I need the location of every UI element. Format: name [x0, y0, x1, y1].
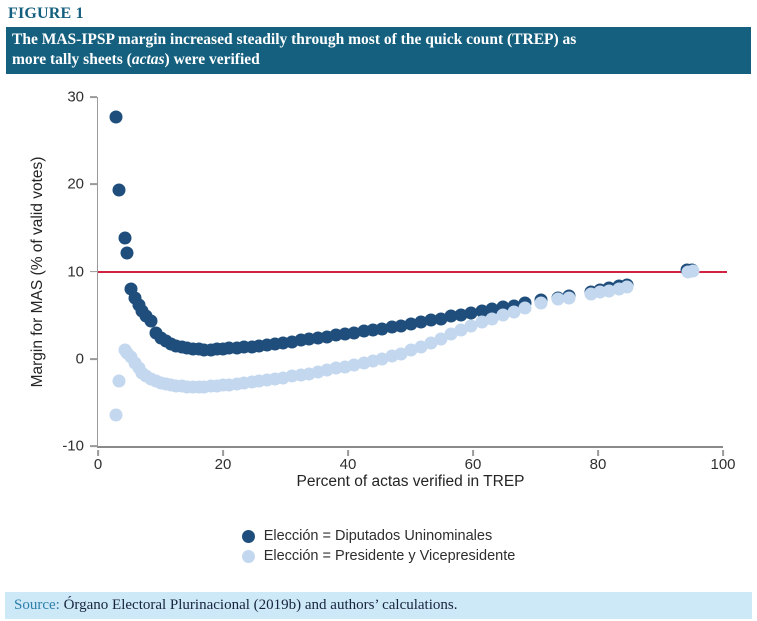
- data-point-diputados: [475, 304, 489, 318]
- y-axis-tick-label: 20: [67, 175, 84, 193]
- legend-item-presidente: Elección = Presidente y Vicepresidente: [241, 548, 516, 564]
- x-axis-title: Percent of actas verified in TREP: [296, 473, 525, 490]
- x-axis-tick: [722, 450, 724, 456]
- y-axis-tick: [89, 445, 97, 447]
- x-axis-tick: [597, 450, 599, 456]
- y-axis-tick: [89, 96, 97, 98]
- legend-item-diputados: Elección = Diputados Uninominales: [241, 528, 493, 544]
- data-point-presidente: [109, 408, 123, 422]
- source-text: Órgano Electoral Plurinacional (2019b) a…: [59, 597, 458, 613]
- legend-marker-presidente: [241, 549, 255, 563]
- figure-title-line2: more tally sheets (actas) were verified: [12, 51, 260, 68]
- data-point-presidente: [112, 374, 126, 388]
- x-axis-tick: [472, 450, 474, 456]
- x-axis-tick-label: 100: [710, 456, 736, 473]
- figure-title-italic-word: actas: [131, 51, 165, 68]
- data-point-diputados: [434, 312, 447, 326]
- data-point-presidente: [518, 301, 532, 315]
- y-axis-tick-label: 30: [67, 88, 84, 106]
- data-point-presidente: [444, 327, 457, 341]
- y-axis-tick-label: 0: [75, 350, 84, 368]
- data-point-presidente: [424, 336, 437, 350]
- x-axis-tick: [222, 450, 224, 456]
- data-point-presidente: [534, 296, 548, 310]
- data-point-presidente: [414, 340, 427, 354]
- x-axis-tick-label: 60: [464, 456, 482, 473]
- data-point-diputados: [118, 231, 132, 245]
- figure-title-banner: The MAS-IPSP margin increased steadily t…: [6, 27, 751, 74]
- reference-line-10pct: [98, 270, 727, 273]
- data-point-presidente: [551, 292, 565, 306]
- data-point-presidente: [464, 319, 478, 333]
- figure-title-line1: The MAS-IPSP margin increased steadily t…: [12, 31, 577, 48]
- data-point-diputados: [404, 317, 417, 331]
- plot-area: Margin for MAS (% of valid votes) Percen…: [29, 89, 736, 491]
- legend-label-presidente: Elección = Presidente y Vicepresidente: [263, 548, 516, 564]
- x-axis-tick-label: 40: [339, 456, 357, 473]
- data-point-presidente: [620, 280, 634, 294]
- y-axis-tick: [89, 183, 97, 186]
- figure-label: FIGURE 1: [8, 5, 84, 22]
- data-point-presidente: [507, 305, 521, 319]
- source-note: Source: Órgano Electoral Plurinacional (…: [5, 592, 752, 619]
- data-point-presidente: [404, 343, 417, 357]
- data-point-presidente: [496, 308, 510, 322]
- data-point-diputados: [112, 183, 126, 197]
- x-axis-tick-label: 0: [93, 456, 103, 473]
- data-point-diputados: [414, 315, 427, 329]
- x-axis-tick-label: 20: [214, 456, 232, 473]
- legend-marker-diputados: [241, 529, 255, 543]
- data-point-presidente: [562, 291, 576, 305]
- data-point-presidente: [454, 323, 467, 337]
- data-point-diputados: [144, 314, 157, 328]
- x-axis-tick: [97, 450, 99, 456]
- data-point-diputados: [120, 246, 134, 260]
- source-label: Source:: [14, 597, 60, 613]
- data-point-diputados: [464, 306, 478, 319]
- data-point-diputados: [424, 313, 437, 327]
- y-axis-tick-label: 10: [67, 263, 84, 280]
- x-axis-tick: [347, 450, 349, 456]
- data-point-diputados: [444, 309, 457, 323]
- x-axis-tick-label: 80: [589, 456, 607, 473]
- data-point-diputados: [109, 110, 123, 124]
- y-axis-tick: [89, 270, 97, 273]
- data-point-presidente: [686, 264, 700, 278]
- y-axis-tick-label: -10: [62, 437, 84, 455]
- data-point-presidente: [434, 332, 447, 346]
- y-axis-tick: [89, 357, 97, 360]
- data-point-presidente: [485, 312, 499, 326]
- chart-legend: Elección = Diputados Uninominales Elecci…: [0, 526, 757, 566]
- data-point-presidente: [475, 315, 489, 329]
- legend-label-diputados: Elección = Diputados Uninominales: [263, 528, 493, 544]
- data-point-diputados: [454, 308, 467, 322]
